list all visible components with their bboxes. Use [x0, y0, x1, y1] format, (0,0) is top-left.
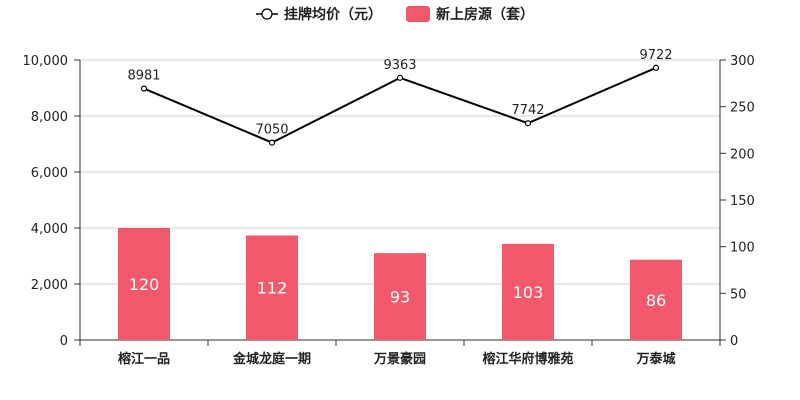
left-tick-label: 6,000 — [31, 166, 68, 181]
line-value-label: 7050 — [255, 123, 288, 138]
bar-value-label: 86 — [646, 291, 666, 310]
x-tick-label: 万泰城 — [635, 351, 675, 367]
left-tick-label: 0 — [60, 334, 68, 349]
line-point — [524, 120, 532, 127]
left-tick-label: 2,000 — [31, 278, 68, 293]
legend-label-line: 挂牌均价（元） — [284, 6, 382, 23]
line-point — [140, 85, 148, 92]
x-tick-label: 金城龙庭一期 — [232, 351, 311, 367]
bar — [118, 228, 170, 340]
x-tick-label: 榕江一品 — [118, 351, 170, 367]
x-tick-label: 榕江华府博雅苑 — [482, 351, 573, 367]
left-tick-label: 8,000 — [31, 110, 68, 125]
bar — [246, 235, 298, 340]
grid-lines — [80, 59, 720, 285]
line-value-label: 8981 — [127, 69, 160, 84]
right-tick-label: 0 — [730, 334, 738, 349]
bar-value-label: 112 — [257, 279, 288, 298]
right-tick-label: 50 — [730, 287, 747, 302]
bar-value-label: 120 — [129, 275, 160, 294]
bar — [374, 253, 426, 340]
line-series — [140, 64, 660, 146]
legend: 挂牌均价（元） 新上房源（套） — [256, 6, 534, 23]
bar — [502, 243, 554, 340]
right-tick-label: 250 — [730, 101, 755, 116]
right-tick-label: 200 — [730, 147, 755, 162]
left-tick-label: 4,000 — [31, 222, 68, 237]
right-tick-label: 100 — [730, 241, 755, 256]
line-value-label: 9363 — [383, 58, 416, 73]
x-tick-label: 万景豪园 — [373, 351, 426, 367]
data-labels: 120 112 93 103 86 8981 7050 9363 7742 9722 — [127, 48, 672, 310]
line-value-label: 9722 — [639, 48, 672, 63]
legend-bar-swatch — [406, 6, 430, 22]
line-value-label: 7742 — [511, 103, 544, 118]
bar — [630, 259, 682, 340]
axes: 0 2,000 4,000 6,000 8,000 10,000 0 50 100 150 200 2… — [23, 54, 755, 367]
bar-value-label: 103 — [513, 283, 544, 302]
bar-value-label: 93 — [390, 288, 410, 307]
line-point — [396, 74, 404, 81]
legend-line-marker — [261, 8, 273, 20]
left-tick-label: 10,000 — [23, 54, 69, 69]
line-point — [268, 139, 276, 146]
legend-label-bar: 新上房源（套） — [436, 6, 534, 23]
line-point — [652, 64, 660, 71]
right-tick-label: 150 — [730, 194, 755, 209]
right-tick-label: 300 — [730, 54, 755, 69]
bar-series — [118, 228, 682, 340]
